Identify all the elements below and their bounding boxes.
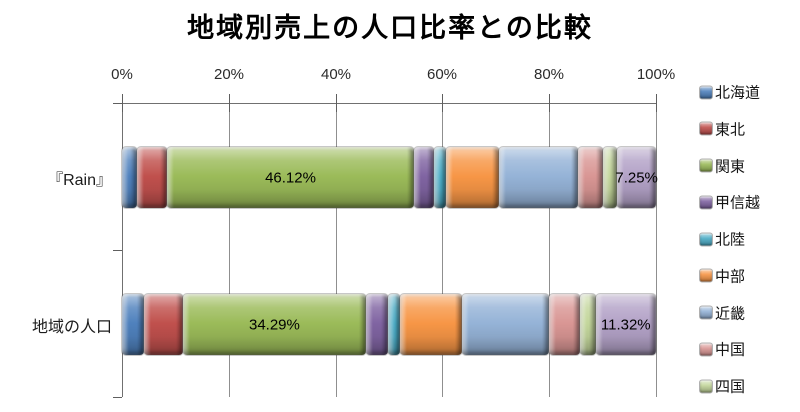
segment-北海道 (122, 294, 145, 355)
x-axis-tick-label: 40% (320, 66, 352, 83)
segment-四国 (580, 294, 596, 355)
gridline (656, 103, 657, 397)
legend-swatch-icon (700, 233, 712, 245)
segment-甲信越 (413, 147, 434, 208)
legend-label: 中部 (715, 268, 746, 286)
x-axis-tick (229, 94, 230, 112)
legend-label: 近畿 (715, 305, 746, 322)
x-axis-tick (656, 94, 657, 112)
legend-label: 北海道 (715, 84, 761, 102)
bar-population: 34.29% 11.32% (122, 294, 656, 355)
legend-swatch-icon (700, 196, 712, 209)
segment-甲信越 (365, 294, 389, 355)
x-axis-tick-label: 60% (426, 66, 458, 83)
x-axis-tick-label: 100% (636, 66, 676, 83)
segment-東北 (137, 147, 168, 208)
y-axis-tick (113, 103, 122, 104)
chart-title: 地域別売上の人口比率との比較 (187, 13, 593, 43)
segment-北陸 (388, 294, 400, 355)
legend-item-中部: 中部 (700, 265, 745, 286)
legend-item-東北: 東北 (700, 118, 745, 139)
legend-swatch-icon (700, 122, 712, 135)
segment-中国 (578, 147, 604, 208)
data-label: 7.25% (615, 169, 658, 186)
legend-label: 甲信越 (715, 194, 761, 212)
data-label: 34.29% (248, 316, 300, 333)
legend-label: 関東 (715, 158, 746, 175)
segment-九州: 11.32% (595, 294, 656, 355)
segment-北海道 (122, 147, 138, 208)
legend-item-北海道: 北海道 (700, 82, 760, 103)
gridline (229, 103, 230, 397)
legend-swatch-icon (700, 269, 712, 282)
gridline (336, 103, 337, 397)
legend-swatch-icon (700, 159, 712, 172)
segment-中部 (399, 294, 463, 355)
segment-中国 (548, 294, 581, 355)
plot-area: 0% 20% 40% 60% 80% 100% 46.12% 7.25% 34.29% 11.32… (111, 66, 675, 398)
x-axis-tick (442, 94, 443, 112)
x-axis-tick-label: 80% (533, 66, 565, 83)
gridline (442, 103, 443, 397)
segment-近畿 (498, 147, 579, 208)
legend-label: 中国 (715, 341, 746, 359)
data-label: 11.32% (600, 316, 651, 333)
legend-item-四国: 四国 (700, 376, 745, 397)
x-axis-tick (336, 94, 337, 112)
legend-swatch-icon (700, 380, 712, 392)
category-label: 『Rain』 (47, 171, 112, 189)
segment-北陸 (433, 147, 446, 208)
legend-label: 東北 (715, 121, 746, 139)
segment-中部 (445, 147, 499, 208)
x-axis-tick (122, 94, 123, 112)
y-axis-tick (113, 250, 122, 251)
segment-関東: 34.29% (182, 294, 366, 355)
legend-item-関東: 関東 (700, 155, 745, 176)
gridline (549, 103, 550, 397)
legend-swatch-icon (700, 306, 712, 319)
legend-item-中国: 中国 (700, 339, 745, 360)
bar-rain: 46.12% 7.25% (122, 147, 658, 208)
data-label: 46.12% (265, 169, 316, 186)
legend-item-近畿: 近畿 (700, 302, 745, 323)
legend-label: 四国 (715, 378, 746, 396)
x-axis-tick (549, 94, 550, 112)
legend-item-北陸: 北陸 (700, 229, 745, 250)
legend-item-甲信越: 甲信越 (700, 192, 760, 213)
segment-関東: 46.12% (167, 147, 414, 208)
legend-label: 北陸 (715, 231, 746, 249)
y-axis-line (122, 103, 123, 397)
segment-近畿 (462, 294, 549, 355)
segment-四国 (603, 147, 618, 208)
legend-swatch-icon (700, 86, 712, 98)
x-axis-tick-label: 0% (111, 66, 133, 83)
x-axis-tick-label: 20% (213, 66, 245, 83)
x-axis-line (122, 103, 656, 104)
y-axis-tick (113, 397, 122, 398)
legend: 北海道東北関東甲信越北陸中部近畿中国四国九州 (700, 0, 800, 412)
category-label: 地域の人口 (31, 318, 112, 336)
segment-九州: 7.25% (615, 147, 658, 208)
segment-東北 (144, 294, 183, 355)
legend-swatch-icon (700, 343, 712, 356)
